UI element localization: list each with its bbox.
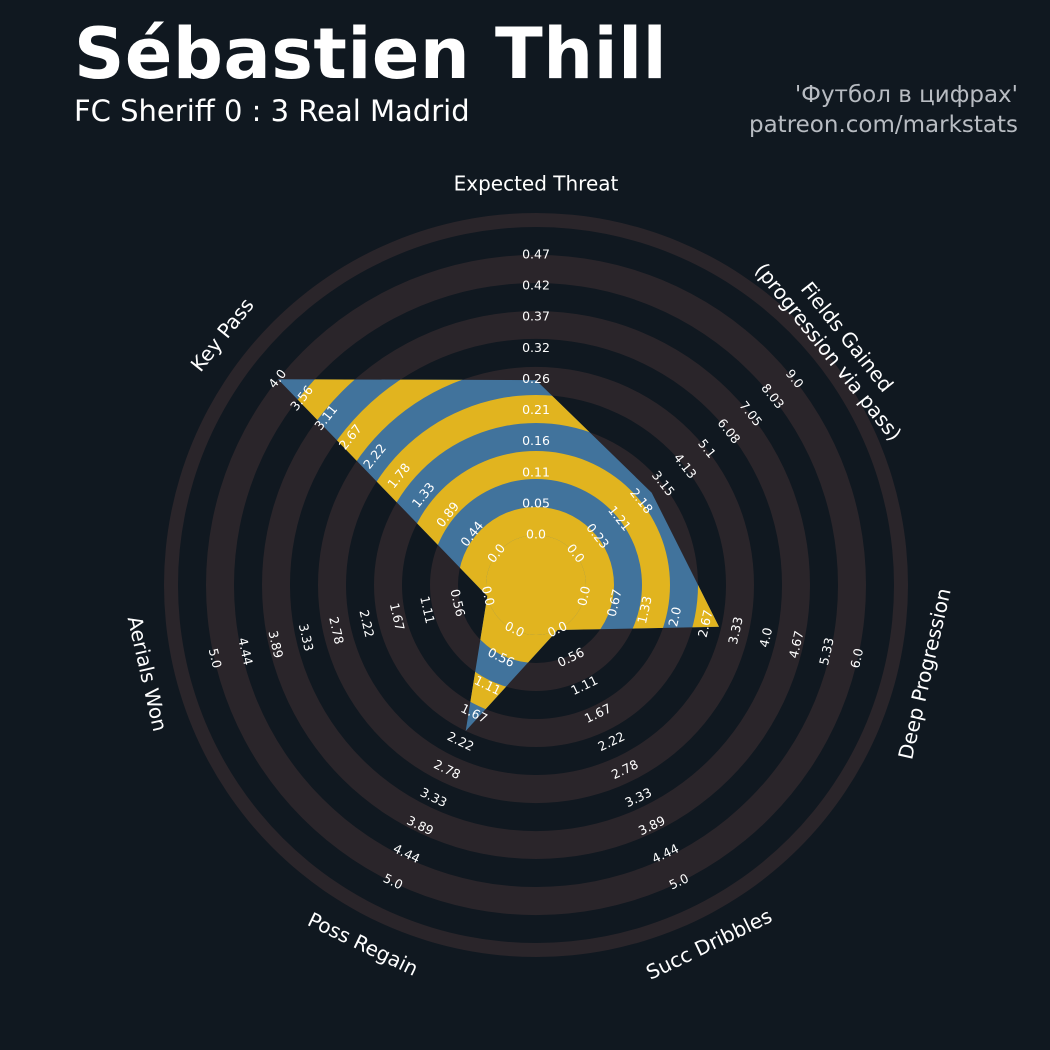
tick-label: 0.56 [447, 588, 468, 619]
tick-label: 4.67 [786, 629, 807, 659]
tick-label: 2.0 [665, 605, 684, 628]
page-title: Sébastien Thill [74, 13, 668, 95]
value-fill-band [458, 507, 614, 663]
parameter-label: Expected Threat [454, 172, 619, 196]
tick-label: 0.05 [522, 495, 550, 510]
tick-label: 1.11 [417, 595, 438, 625]
credit-block: 'Футбол в цифрах' patreon.com/markstats [749, 80, 1018, 140]
tick-label: 2.67 [695, 608, 716, 638]
tick-label: 0.0 [479, 585, 498, 608]
tick-label: 0.32 [522, 340, 550, 355]
tick-label: 0.26 [522, 371, 550, 386]
tick-label: 0.0 [526, 527, 546, 542]
tick-label: 3.89 [265, 629, 286, 660]
tick-label: 5.33 [816, 636, 837, 666]
tick-label: 0.11 [522, 464, 550, 479]
tick-label: 2.22 [356, 608, 377, 638]
tick-label: 6.0 [847, 647, 866, 670]
tick-label: 2.78 [326, 615, 347, 646]
credit-line-1: 'Футбол в цифрах' [794, 82, 1018, 108]
tick-label: 1.33 [634, 595, 655, 625]
tick-label: 3.33 [725, 615, 746, 645]
tick-label: 5.0 [206, 647, 225, 670]
tick-label: 0.16 [522, 433, 550, 448]
credit-line-2: patreon.com/markstats [748, 112, 1018, 138]
tick-label: 0.47 [522, 247, 550, 262]
tick-label: 0.37 [522, 309, 550, 324]
tick-label: 0.21 [522, 402, 550, 417]
tick-label: 3.33 [296, 622, 317, 652]
tick-label: 0.0 [574, 584, 593, 607]
match-subtitle: FC Sheriff 0 : 3 Real Madrid [74, 94, 470, 128]
tick-label: 1.67 [387, 601, 408, 631]
inner-disc [486, 535, 586, 635]
tick-label: 0.42 [522, 278, 550, 293]
tick-label: 4.44 [235, 636, 256, 667]
tick-label: 0.67 [604, 588, 625, 618]
tick-label: 4.0 [756, 626, 775, 649]
parameter-label: Aerials Won [123, 614, 173, 734]
